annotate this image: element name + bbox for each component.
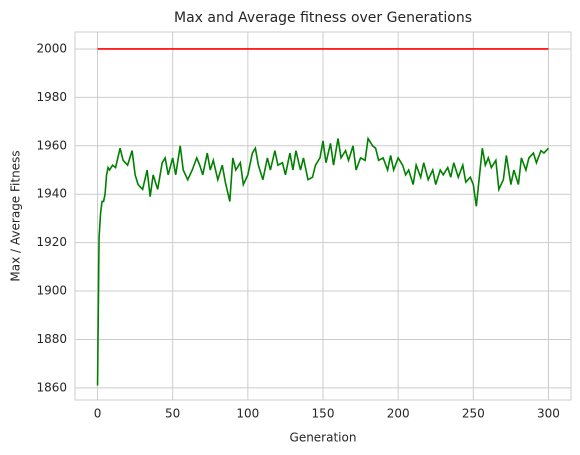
x-tick-label: 100	[236, 407, 259, 421]
plot-frame	[74, 31, 572, 401]
x-tick-label: 0	[94, 407, 102, 421]
x-tick-label: 250	[462, 407, 485, 421]
y-tick-label: 1920	[36, 235, 67, 249]
y-tick-label: 1940	[36, 187, 67, 201]
y-tick-label: 1860	[36, 380, 67, 394]
x-axis-label: Generation	[290, 431, 357, 445]
x-tick-label: 150	[312, 407, 335, 421]
y-tick-label: 1880	[36, 332, 67, 346]
x-tick-label: 200	[387, 407, 410, 421]
x-tick-label: 300	[537, 407, 560, 421]
y-tick-label: 1900	[36, 284, 67, 298]
y-tick-label: 1960	[36, 138, 67, 152]
y-axis-label: Max / Average Fitness	[9, 150, 23, 281]
y-tick-label: 1980	[36, 90, 67, 104]
x-tick-label: 50	[165, 407, 180, 421]
chart-title: Max and Average fitness over Generations	[174, 10, 472, 26]
series-line	[96, 136, 550, 386]
y-tick-label: 2000	[36, 41, 67, 55]
